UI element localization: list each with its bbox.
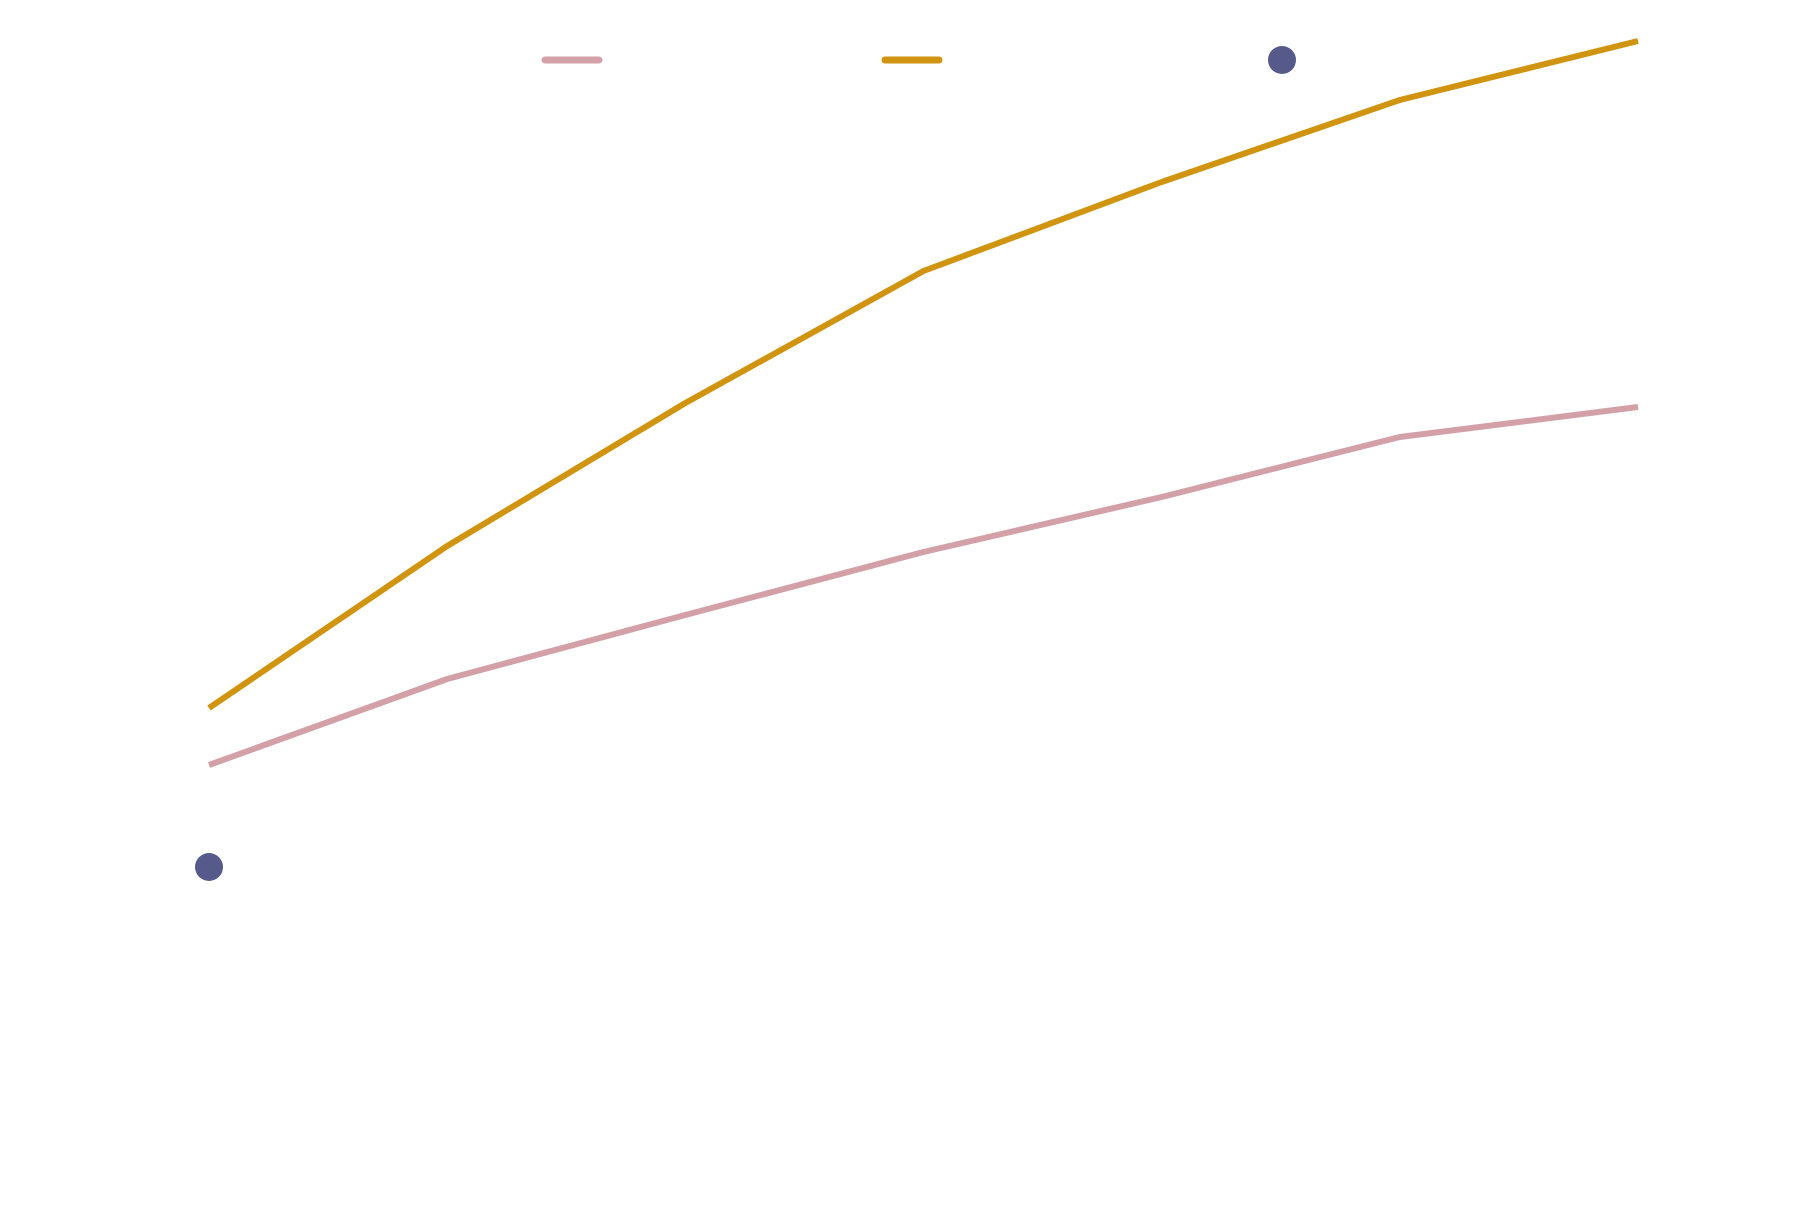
plot-area: [195, 38, 1639, 881]
chart-legend: [541, 46, 1296, 74]
series-3-point-1: [195, 853, 223, 881]
series-line-1: [207, 404, 1639, 768]
legend-marker-3: [1268, 46, 1296, 74]
series-line-2: [207, 38, 1639, 711]
